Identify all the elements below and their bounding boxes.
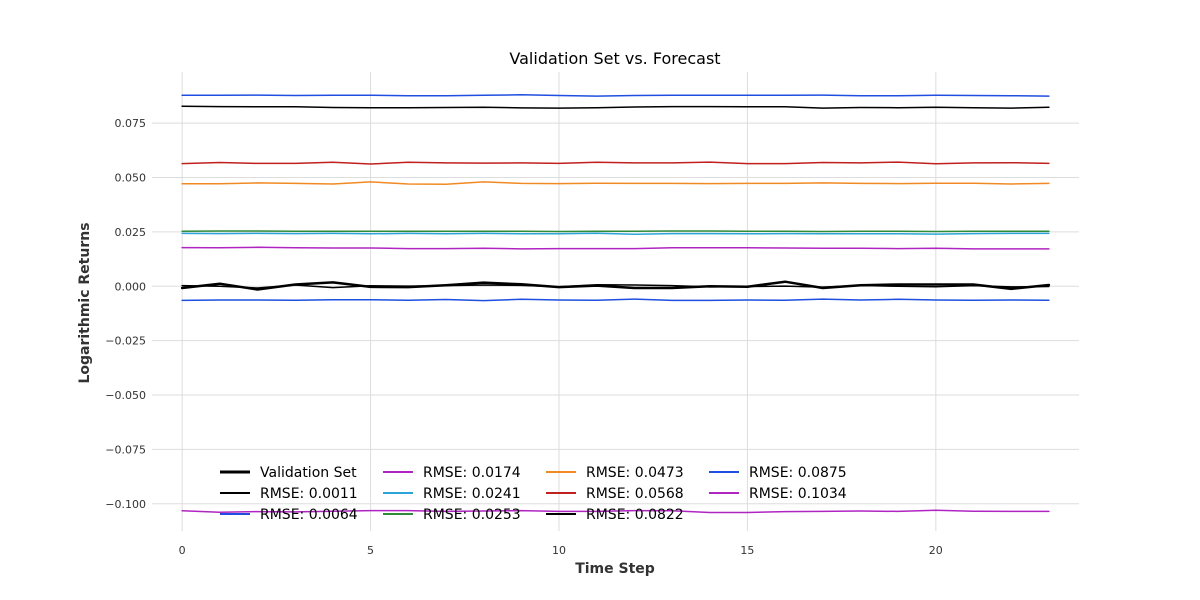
chart-title: Validation Set vs. Forecast	[509, 49, 720, 68]
y-axis-ticks: −0.100 −0.075 −0.050 −0.025 0.000 0.025 0.050 0…	[105, 117, 146, 511]
x-tick-label: 15	[740, 544, 754, 557]
y-tick-label: −0.100	[105, 498, 146, 511]
y-tick-label: 0.000	[115, 280, 147, 293]
y-tick-label: 0.075	[115, 117, 147, 130]
y-axis-title: Logarithmic Returns	[77, 222, 93, 383]
series-line-0	[180, 280, 1051, 291]
series-lines	[180, 94, 1051, 514]
series-line-10	[181, 509, 1050, 514]
y-tick-label: 0.050	[115, 172, 147, 185]
series-line-7	[181, 161, 1050, 165]
series-line-4	[181, 232, 1050, 236]
legend: Validation Set RMSE: 0.0011 RMSE: 0.0064 RM…	[220, 465, 847, 523]
x-tick-label: 5	[367, 544, 374, 557]
series-line-3	[181, 246, 1050, 250]
legend-label: RMSE: 0.0473	[586, 465, 684, 481]
legend-label: RMSE: 0.0875	[749, 465, 847, 481]
grid-lines	[152, 72, 1079, 531]
legend-label: RMSE: 0.0064	[260, 507, 358, 523]
legend-label: RMSE: 0.0011	[260, 486, 358, 502]
x-axis-title: Time Step	[575, 561, 655, 577]
legend-label: Validation Set	[260, 465, 357, 481]
x-axis-ticks: 0 5 10 15 20	[179, 544, 943, 557]
series-line-1	[181, 283, 1050, 289]
y-tick-label: 0.025	[115, 226, 147, 239]
legend-label: RMSE: 0.0568	[586, 486, 684, 502]
legend-label: RMSE: 0.0174	[423, 465, 521, 481]
series-line-9	[181, 94, 1050, 97]
y-tick-label: −0.050	[105, 389, 146, 402]
legend-label: RMSE: 0.1034	[749, 486, 847, 502]
legend-label: RMSE: 0.0822	[586, 507, 684, 523]
legend-label: RMSE: 0.0241	[423, 486, 521, 502]
series-line-2	[181, 298, 1050, 302]
series-line-5	[181, 230, 1050, 233]
y-tick-label: −0.075	[105, 443, 146, 456]
x-tick-label: 20	[929, 544, 943, 557]
x-tick-label: 10	[552, 544, 566, 557]
y-tick-label: −0.025	[105, 335, 146, 348]
series-line-6	[181, 181, 1050, 185]
series-line-8	[181, 105, 1050, 109]
legend-label: RMSE: 0.0253	[423, 507, 521, 523]
x-tick-label: 0	[179, 544, 186, 557]
